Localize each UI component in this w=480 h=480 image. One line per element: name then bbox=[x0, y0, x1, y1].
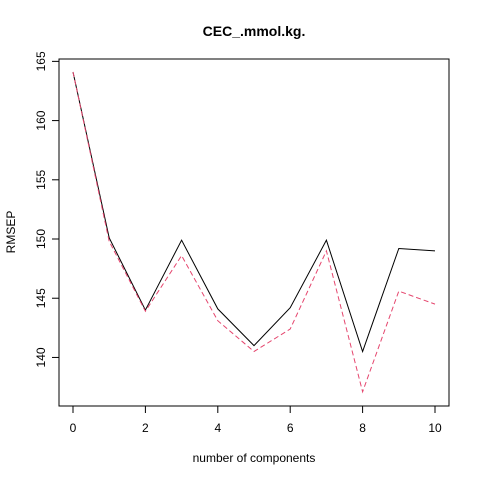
x-axis-label: number of components bbox=[193, 451, 316, 465]
y-tick-label: 140 bbox=[34, 347, 48, 367]
y-axis: 140 145 150 155 160 165 bbox=[34, 51, 60, 367]
series-line-dashed bbox=[72, 71, 436, 394]
y-tick-label: 160 bbox=[34, 110, 48, 130]
x-tick-label: 2 bbox=[142, 421, 149, 435]
series-line-solid bbox=[72, 71, 436, 354]
y-tick-label: 165 bbox=[34, 51, 48, 71]
x-tick-label: 6 bbox=[287, 421, 294, 435]
y-tick-label: 150 bbox=[34, 229, 48, 249]
x-tick-label: 0 bbox=[70, 421, 77, 435]
chart-title: CEC_.mmol.kg. bbox=[203, 23, 306, 39]
y-tick-label: 155 bbox=[34, 169, 48, 189]
series-layer bbox=[72, 71, 436, 394]
x-axis: 0 2 4 6 8 10 bbox=[70, 405, 442, 435]
y-tick-label: 145 bbox=[34, 288, 48, 308]
plot-frame bbox=[58, 58, 450, 407]
x-tick-label: 4 bbox=[214, 421, 221, 435]
x-tick-label: 8 bbox=[359, 421, 366, 435]
x-tick-label: 10 bbox=[428, 421, 442, 435]
y-axis-label: RMSEP bbox=[4, 211, 18, 254]
